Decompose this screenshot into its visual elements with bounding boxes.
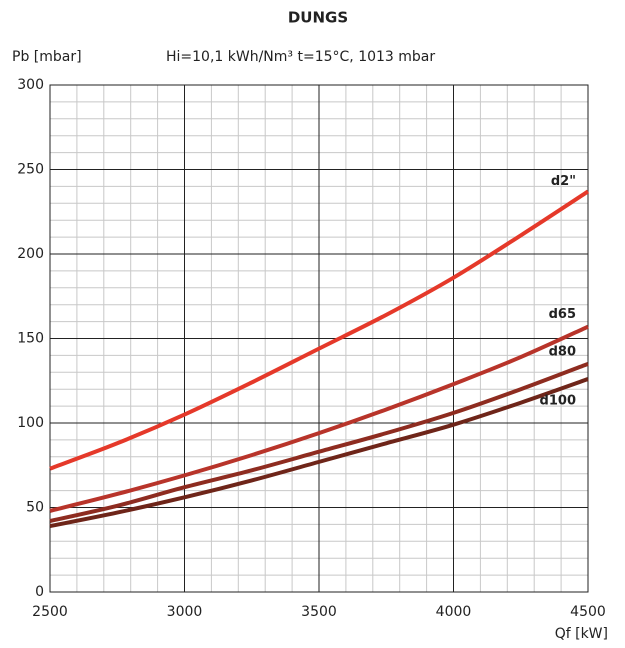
x-tick-label: 4500 [570,604,606,620]
x-tick-label: 2500 [32,604,68,620]
x-tick-label: 3000 [167,604,203,620]
series-line [49,377,589,529]
series-label: d80 [549,344,576,359]
x-tick-label: 3500 [301,604,337,620]
y-tick-label: 250 [17,162,44,178]
chart-title: DUNGS [288,9,348,27]
y-tick-label: 300 [17,77,44,93]
series-line [49,361,589,523]
plot-frame [49,84,589,593]
subtitle: Hi=10,1 kWh/Nm³ t=15°C, 1013 mbar [166,49,435,65]
x-tick-label: 4000 [436,604,472,620]
y-tick-label: 0 [35,584,44,600]
series-line [49,189,590,471]
series-label: d2" [551,174,576,189]
y-tick-label: 150 [17,331,44,347]
x-axis-label: Qf [kW] [555,626,608,642]
series-line [49,324,589,513]
series-label: d65 [549,307,576,322]
y-tick-label: 200 [17,246,44,262]
series-label: d100 [540,394,576,409]
y-tick-label: 50 [26,500,44,516]
y-axis-label: Pb [mbar] [12,49,82,65]
y-tick-label: 100 [17,415,44,431]
